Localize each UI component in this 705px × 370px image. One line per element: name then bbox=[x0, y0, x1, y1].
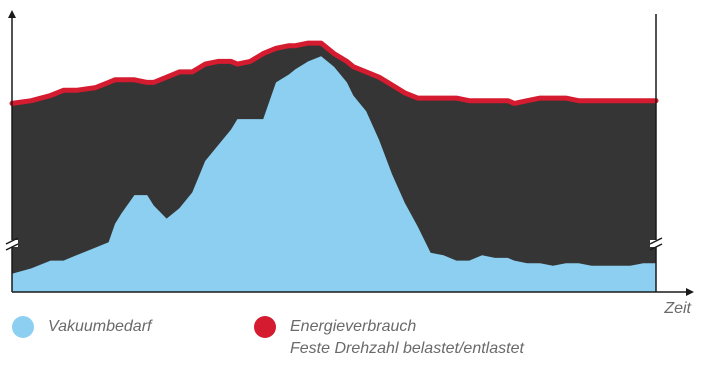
axis-break-stroke-upper bbox=[649, 237, 663, 245]
legend-dot-vakuumbedarf bbox=[12, 316, 34, 338]
legend-item-vakuumbedarf: Vakuumbedarf bbox=[12, 316, 151, 338]
x-axis-label: Zeit bbox=[664, 300, 691, 317]
x-axis-arrow bbox=[686, 288, 694, 296]
axis-break-stroke-lower bbox=[649, 243, 663, 251]
plot-area bbox=[9, 40, 659, 293]
legend-label-energieverbrauch: Energieverbrauch bbox=[290, 318, 417, 335]
axis-break-left bbox=[5, 237, 19, 251]
energy-consumption-line bbox=[9, 40, 659, 106]
legend-dot-energieverbrauch bbox=[254, 316, 276, 338]
legend-sublabel-energieverbrauch: Feste Drehzahl belastet/entlastet bbox=[290, 340, 524, 357]
vacuum-demand-area bbox=[12, 56, 656, 293]
y-axis-arrow bbox=[8, 10, 16, 18]
axis-break-right bbox=[649, 237, 663, 251]
axis-break-stroke-lower bbox=[5, 243, 19, 251]
legend-text-block: Energieverbrauch Feste Drehzahl belastet… bbox=[276, 316, 524, 360]
legend-label-vakuumbedarf: Vakuumbedarf bbox=[48, 318, 152, 335]
legend-item-energieverbrauch: Energieverbrauch Feste Drehzahl belastet… bbox=[254, 316, 524, 360]
axis-break-stroke-upper bbox=[5, 237, 19, 245]
axis-break-gap bbox=[650, 240, 662, 247]
axis-break-gap bbox=[6, 240, 18, 247]
axes bbox=[5, 10, 694, 296]
